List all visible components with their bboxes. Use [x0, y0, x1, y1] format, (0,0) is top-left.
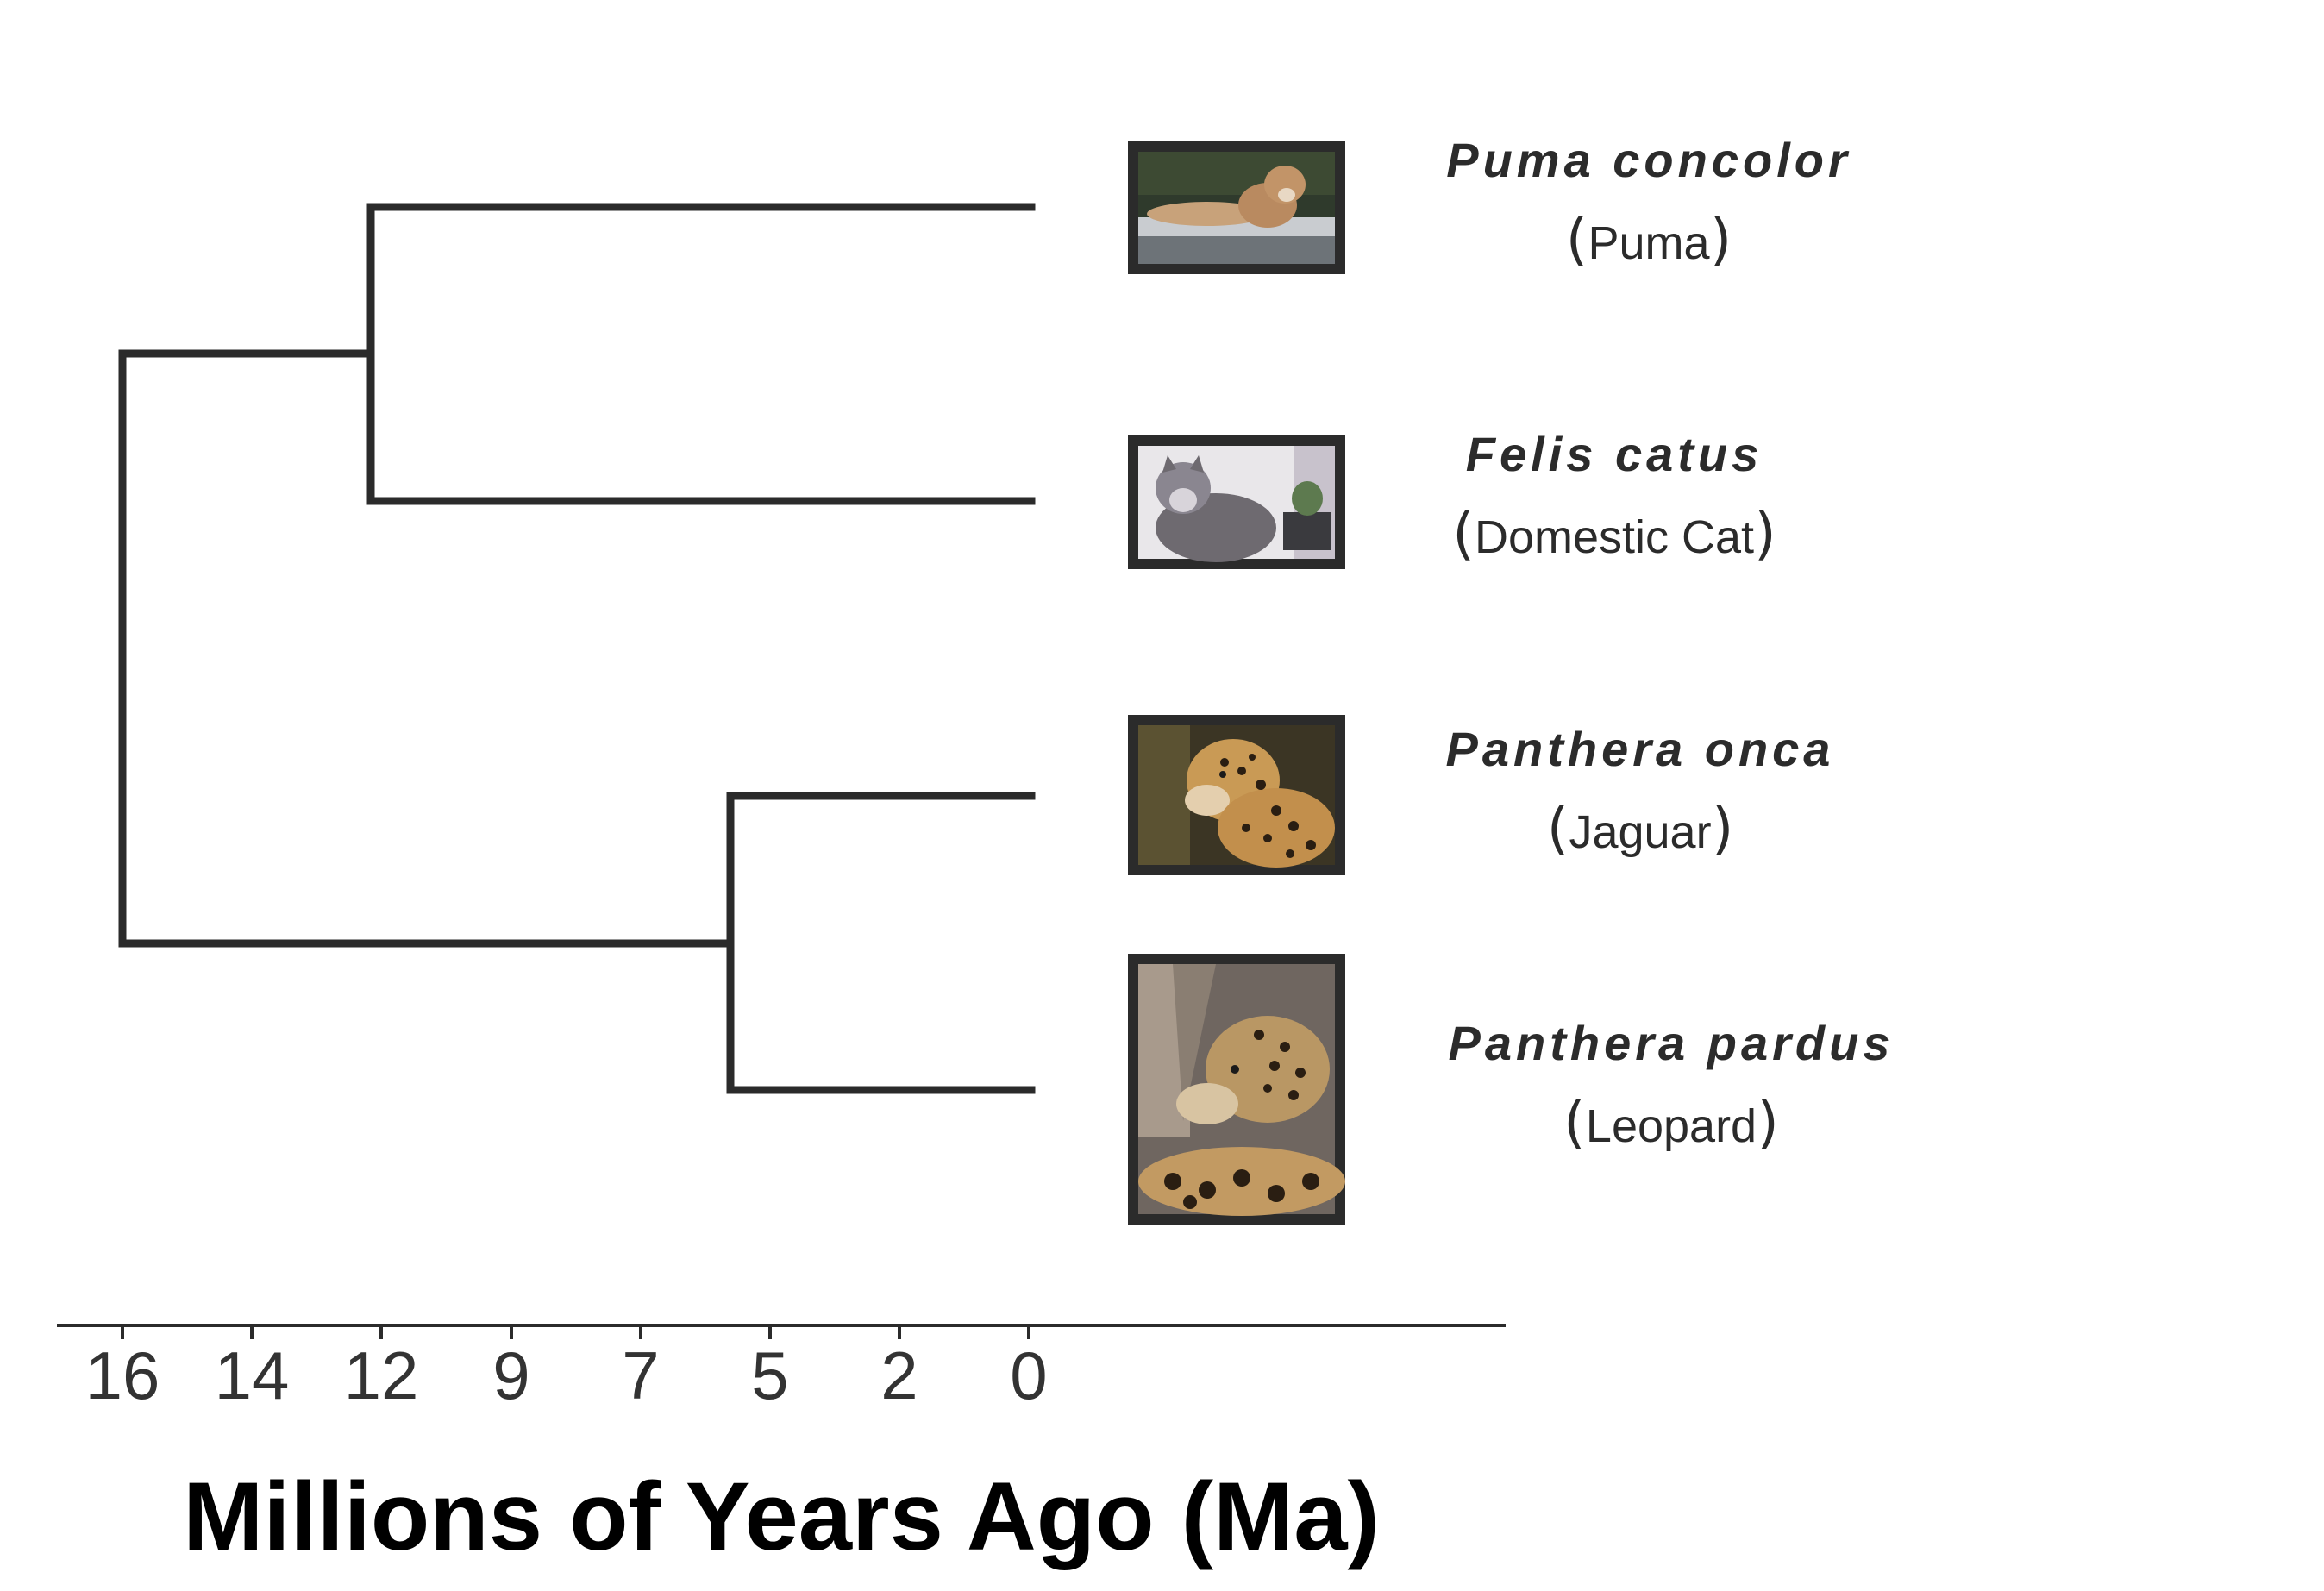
common-name-line: (Leopard) — [1563, 1089, 1779, 1156]
taxon-label-felis: Felis catus (Domestic Cat) — [1452, 427, 1776, 567]
tick-label: 0 — [1010, 1337, 1047, 1413]
puma-photo-icon — [1128, 141, 1345, 274]
leopard-photo-icon — [1128, 954, 1345, 1225]
tree-branches — [118, 203, 1036, 1094]
scientific-name: Panthera onca — [1446, 722, 1835, 776]
taxon-label-leopard: Panthera pardus (Leopard) — [1449, 1016, 1895, 1156]
time-axis: 16 14 12 9 7 5 2 0 Millions of Years Ago… — [57, 1324, 1506, 1570]
tick-label: 5 — [751, 1337, 788, 1413]
cat-photo-icon — [1128, 435, 1345, 569]
tick-label: 7 — [622, 1337, 659, 1413]
tick-label: 2 — [880, 1337, 918, 1413]
tick-label: 16 — [85, 1337, 160, 1413]
common-name-line: (Domestic Cat) — [1452, 500, 1776, 567]
taxon-label-jaguar: Panthera onca (Jaguar) — [1446, 722, 1835, 861]
common-name: Jaguar — [1569, 806, 1711, 858]
common-name-line: (Puma) — [1566, 206, 1732, 272]
taxon-label-puma: Puma concolor (Puma) — [1446, 133, 1851, 272]
common-name: Puma — [1588, 217, 1710, 269]
tick-label: 9 — [492, 1337, 529, 1413]
scientific-name: Felis catus — [1466, 427, 1763, 481]
common-name: Leopard — [1586, 1100, 1757, 1152]
scientific-name: Panthera pardus — [1449, 1016, 1895, 1070]
tick-label: 12 — [344, 1337, 419, 1413]
scientific-name: Puma concolor — [1446, 133, 1851, 187]
common-name: Domestic Cat — [1475, 511, 1754, 563]
tick-label: 14 — [215, 1337, 290, 1413]
axis-title: Millions of Years Ago (Ma) — [183, 1463, 1380, 1570]
jaguar-photo-icon — [1128, 715, 1345, 875]
common-name-line: (Jaguar) — [1547, 795, 1734, 861]
axis-ticks — [121, 1325, 1030, 1339]
